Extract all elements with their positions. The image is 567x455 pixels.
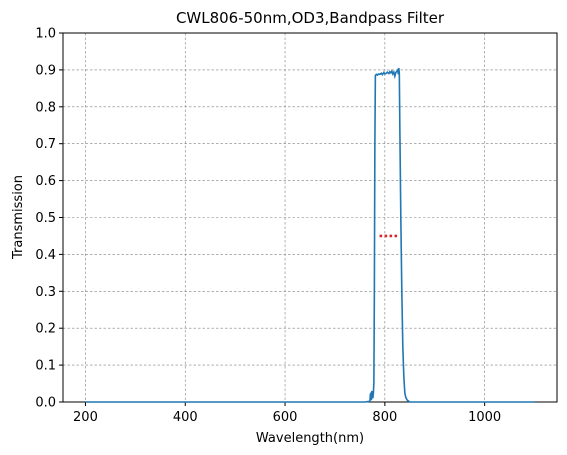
x-tick-label: 600 xyxy=(273,410,298,425)
y-tick-label: 0.8 xyxy=(35,100,56,115)
y-tick-label: 0.9 xyxy=(35,63,56,78)
y-tick-label: 0.4 xyxy=(35,248,56,263)
grid xyxy=(63,32,557,403)
x-axis-title: Wavelength(nm) xyxy=(256,431,364,446)
y-tick-label: 0.7 xyxy=(35,137,56,152)
transmission-line xyxy=(85,67,535,403)
x-tick-label: 200 xyxy=(73,410,98,425)
x-tick-label: 400 xyxy=(173,410,198,425)
fwhm-marker xyxy=(379,234,383,238)
x-tick-label: 800 xyxy=(372,410,397,425)
y-axis-title: Transmission xyxy=(11,175,26,260)
marker-group xyxy=(379,234,398,238)
y-tick-label: 0.5 xyxy=(35,211,56,226)
fwhm-marker xyxy=(384,234,388,238)
y-tick-label: 0.3 xyxy=(35,285,56,300)
y-tick-label: 0.6 xyxy=(35,174,56,189)
chart-title: CWL806-50nm,OD3,Bandpass Filter xyxy=(176,9,445,27)
y-tick-label: 0.0 xyxy=(35,396,56,411)
fwhm-marker xyxy=(394,234,398,238)
fwhm-marker xyxy=(389,234,393,238)
y-tick-label: 0.2 xyxy=(35,322,56,337)
x-tick-label: 1000 xyxy=(468,410,501,425)
y-tick-label: 0.1 xyxy=(35,359,56,374)
y-tick-label: 1.0 xyxy=(35,27,56,42)
